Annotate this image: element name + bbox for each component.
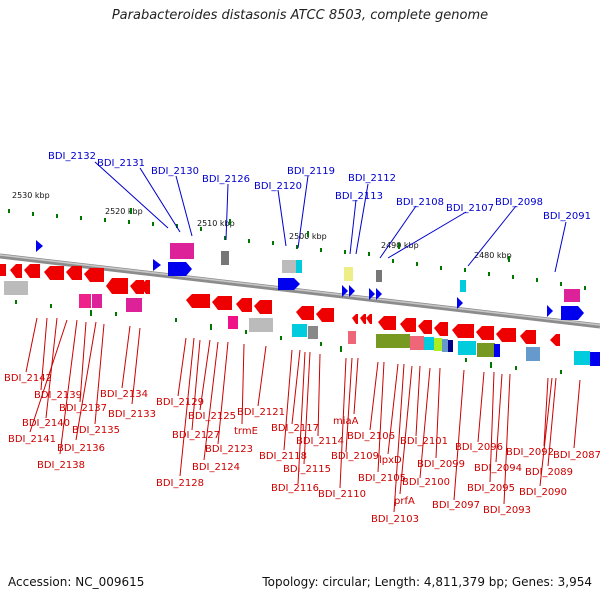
label-BDI_2135: BDI_2135 xyxy=(72,425,120,436)
label-BDI_2107: BDI_2107 xyxy=(446,203,494,214)
label-BDI_2121: BDI_2121 xyxy=(237,407,285,418)
label-BDI_2115: BDI_2115 xyxy=(283,464,331,475)
label-BDI_2095: BDI_2095 xyxy=(467,483,515,494)
label-BDI_2128: BDI_2128 xyxy=(156,478,204,489)
label-BDI_2101: BDI_2101 xyxy=(400,436,448,447)
label-BDI_2114: BDI_2114 xyxy=(296,436,344,447)
bottom-leader-lines xyxy=(25,317,581,513)
label-BDI_2113: BDI_2113 xyxy=(335,191,383,202)
label-BDI_2093: BDI_2093 xyxy=(483,505,531,516)
label-BDI_2141: BDI_2141 xyxy=(8,434,56,445)
label-BDI_2123: BDI_2123 xyxy=(205,444,253,455)
label-BDI_2124: BDI_2124 xyxy=(192,462,240,473)
label-BDI_2142: BDI_2142 xyxy=(4,373,52,384)
lower-scale-ticks xyxy=(15,300,562,374)
label-BDI_2091: BDI_2091 xyxy=(543,211,591,222)
label-BDI_2110: BDI_2110 xyxy=(318,489,366,500)
label-BDI_2133: BDI_2133 xyxy=(108,409,156,420)
label-prfA: prfA xyxy=(394,496,415,507)
label-BDI_2109: BDI_2109 xyxy=(331,451,379,462)
label-BDI_2129: BDI_2129 xyxy=(156,397,204,408)
genome-backbone-highlight xyxy=(0,254,600,326)
label-miaA: miaA xyxy=(333,416,359,427)
label-BDI_2090: BDI_2090 xyxy=(519,487,567,498)
forward-gene-boxes xyxy=(170,243,580,302)
topology-text: Topology: circular; Length: 4,811,379 bp… xyxy=(262,575,592,589)
label-BDI_2087: BDI_2087 xyxy=(553,450,600,461)
label-BDI_2125: BDI_2125 xyxy=(188,411,236,422)
label-BDI_2105: BDI_2105 xyxy=(358,473,406,484)
label-BDI_2134: BDI_2134 xyxy=(100,389,148,400)
label-BDI_2099: BDI_2099 xyxy=(417,459,465,470)
label-BDI_2139: BDI_2139 xyxy=(34,390,82,401)
label-BDI_2103: BDI_2103 xyxy=(371,514,419,525)
scale-label-2530: 2530 kbp xyxy=(12,191,50,200)
forward-genes xyxy=(36,240,584,320)
label-BDI_2136: BDI_2136 xyxy=(57,443,105,454)
accession-text: Accession: NC_009615 xyxy=(8,575,145,589)
top-gene-labels: BDI_2132 BDI_2131 BDI_2130 BDI_2126 BDI_… xyxy=(48,151,591,222)
scale-label-2520: 2520 kbp xyxy=(105,207,143,216)
label-BDI_2097: BDI_2097 xyxy=(432,500,480,511)
top-leader-lines xyxy=(94,161,567,273)
reverse-genes xyxy=(0,264,560,346)
label-BDI_2108: BDI_2108 xyxy=(396,197,444,208)
label-BDI_2092: BDI_2092 xyxy=(506,447,554,458)
scale-label-2480: 2480 kbp xyxy=(474,251,512,260)
label-BDI_2126: BDI_2126 xyxy=(202,174,250,185)
label-trmE: trmE xyxy=(234,426,258,437)
label-BDI_2118: BDI_2118 xyxy=(259,451,307,462)
label-BDI_2100: BDI_2100 xyxy=(402,477,450,488)
label-BDI_2106: BDI_2106 xyxy=(347,431,395,442)
map-title: Parabacteroides distasonis ATCC 8503, co… xyxy=(111,8,489,23)
upper-scale-ticks xyxy=(8,208,586,290)
label-BDI_2098: BDI_2098 xyxy=(495,197,543,208)
label-BDI_2130: BDI_2130 xyxy=(151,166,199,177)
label-BDI_2132: BDI_2132 xyxy=(48,151,96,162)
bottom-gene-labels: BDI_2142 BDI_2139 BDI_2140 BDI_2141 BDI_… xyxy=(4,373,600,525)
label-BDI_2117: BDI_2117 xyxy=(271,423,319,434)
label-BDI_2112: BDI_2112 xyxy=(348,173,396,184)
label-BDI_2127: BDI_2127 xyxy=(172,430,220,441)
label-BDI_2120: BDI_2120 xyxy=(254,181,302,192)
label-BDI_2116: BDI_2116 xyxy=(271,483,319,494)
label-BDI_2096: BDI_2096 xyxy=(455,442,503,453)
label-BDI_2089: BDI_2089 xyxy=(525,467,573,478)
label-lpxD: lpxD xyxy=(379,455,402,466)
label-BDI_2094: BDI_2094 xyxy=(474,463,522,474)
label-BDI_2137: BDI_2137 xyxy=(59,403,107,414)
label-BDI_2140: BDI_2140 xyxy=(22,418,70,429)
scale-label-2510: 2510 kbp xyxy=(197,219,235,228)
label-BDI_2138: BDI_2138 xyxy=(37,460,85,471)
reverse-gene-boxes xyxy=(4,281,600,366)
label-BDI_2131: BDI_2131 xyxy=(97,158,145,169)
label-BDI_2119: BDI_2119 xyxy=(287,166,335,177)
